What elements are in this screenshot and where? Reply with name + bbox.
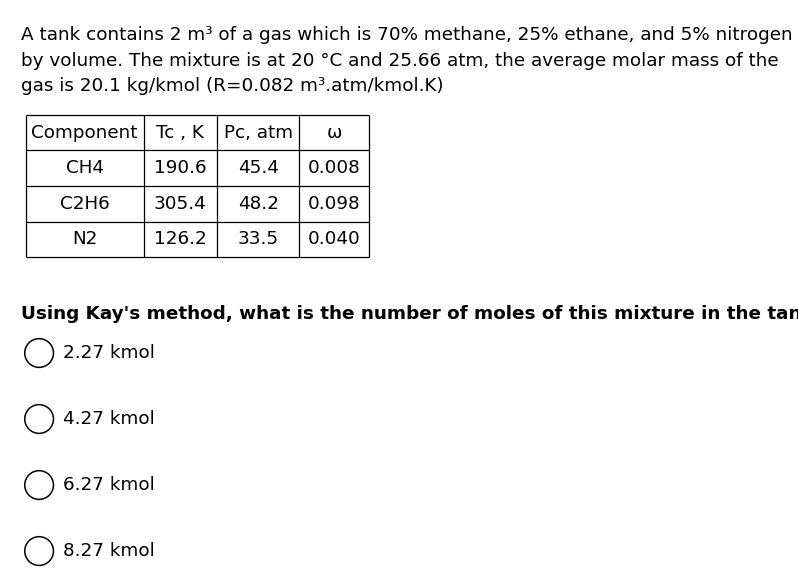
Text: Using Kay's method, what is the number of moles of this mixture in the tank?: Using Kay's method, what is the number o… (21, 305, 798, 323)
Text: 0.098: 0.098 (308, 195, 361, 213)
Text: 0.040: 0.040 (308, 230, 361, 249)
Text: 33.5: 33.5 (238, 230, 279, 249)
Text: gas is 20.1 kg/kmol (R=0.082 m³.atm/kmol.K): gas is 20.1 kg/kmol (R=0.082 m³.atm/kmol… (21, 77, 444, 95)
Text: 126.2: 126.2 (154, 230, 207, 249)
Text: 0.008: 0.008 (308, 159, 361, 177)
Text: 6.27 kmol: 6.27 kmol (63, 476, 155, 494)
Text: Tc , K: Tc , K (156, 123, 204, 142)
Text: by volume. The mixture is at 20 °C and 25.66 atm, the average molar mass of the: by volume. The mixture is at 20 °C and 2… (21, 52, 778, 69)
Text: 8.27 kmol: 8.27 kmol (63, 542, 155, 560)
Text: Pc, atm: Pc, atm (223, 123, 293, 142)
Text: 48.2: 48.2 (238, 195, 279, 213)
Text: Component: Component (31, 123, 138, 142)
Text: CH4: CH4 (65, 159, 104, 177)
Text: 2.27 kmol: 2.27 kmol (63, 344, 155, 362)
Text: ω: ω (326, 123, 342, 142)
Text: 45.4: 45.4 (238, 159, 279, 177)
Text: C2H6: C2H6 (60, 195, 109, 213)
Text: N2: N2 (72, 230, 97, 249)
Text: 190.6: 190.6 (154, 159, 207, 177)
Text: A tank contains 2 m³ of a gas which is 70% methane, 25% ethane, and 5% nitrogen: A tank contains 2 m³ of a gas which is 7… (21, 26, 792, 44)
Text: 305.4: 305.4 (154, 195, 207, 213)
Text: 4.27 kmol: 4.27 kmol (63, 410, 155, 428)
